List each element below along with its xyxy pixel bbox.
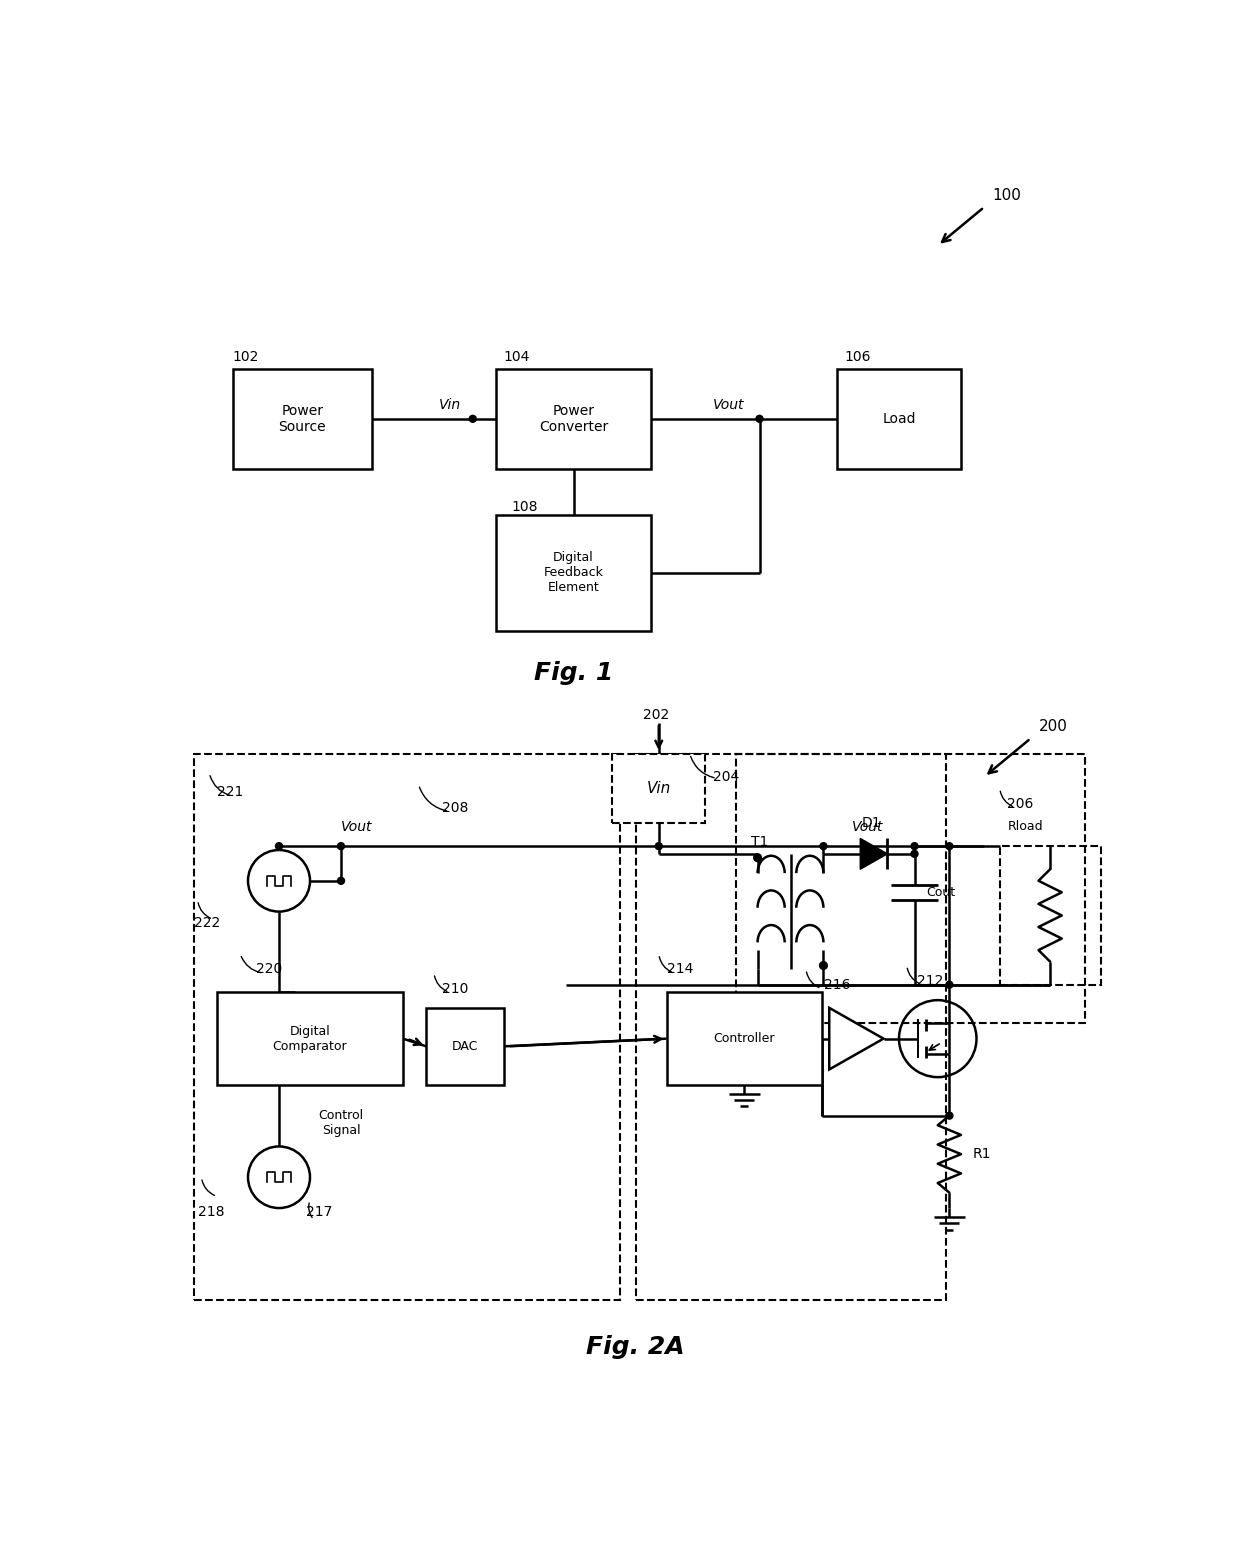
Circle shape <box>756 415 763 423</box>
Text: 218: 218 <box>197 1205 224 1219</box>
Text: 214: 214 <box>667 962 693 977</box>
Text: Digital
Comparator: Digital Comparator <box>273 1025 347 1053</box>
Text: Control
Signal: Control Signal <box>319 1110 363 1138</box>
Bar <box>837 369 961 470</box>
Text: Power
Converter: Power Converter <box>539 404 608 434</box>
Text: Vout: Vout <box>713 398 744 412</box>
Text: 216: 216 <box>823 978 851 992</box>
Text: Fig. 1: Fig. 1 <box>534 660 613 685</box>
Circle shape <box>820 842 827 850</box>
Text: Vout: Vout <box>852 820 884 834</box>
Text: R1: R1 <box>972 1147 991 1161</box>
Bar <box>193 754 620 1301</box>
Text: 206: 206 <box>1007 797 1034 811</box>
Text: 102: 102 <box>233 351 259 365</box>
Text: 208: 208 <box>441 801 469 815</box>
Polygon shape <box>830 1008 883 1069</box>
Bar <box>496 515 651 631</box>
Text: Power
Source: Power Source <box>279 404 326 434</box>
Text: Fig. 2A: Fig. 2A <box>587 1335 684 1358</box>
Text: 220: 220 <box>255 962 281 977</box>
Text: 108: 108 <box>511 501 538 515</box>
Circle shape <box>946 842 952 850</box>
Text: 222: 222 <box>193 916 219 930</box>
Circle shape <box>911 842 918 850</box>
Circle shape <box>275 842 283 850</box>
Polygon shape <box>861 839 888 869</box>
Bar <box>999 847 1101 984</box>
Text: 204: 204 <box>713 770 739 784</box>
Text: Controller: Controller <box>713 1033 775 1045</box>
Circle shape <box>337 878 345 884</box>
Bar <box>427 1008 503 1085</box>
Text: 104: 104 <box>503 351 531 365</box>
Text: T1: T1 <box>750 836 769 850</box>
Text: Digital
Feedback
Element: Digital Feedback Element <box>543 551 604 595</box>
Text: 200: 200 <box>1039 720 1068 734</box>
Circle shape <box>337 842 345 850</box>
Circle shape <box>469 415 476 423</box>
Text: Vin: Vin <box>439 398 460 412</box>
Text: Cout: Cout <box>926 886 955 898</box>
Circle shape <box>946 981 952 988</box>
Text: 212: 212 <box>916 973 944 988</box>
Text: 221: 221 <box>217 786 243 800</box>
Bar <box>613 754 706 823</box>
Text: Vin: Vin <box>646 781 671 797</box>
Text: Vout: Vout <box>341 820 372 834</box>
Circle shape <box>655 842 662 850</box>
Text: 202: 202 <box>644 709 670 723</box>
Bar <box>667 992 821 1085</box>
Text: 106: 106 <box>844 351 872 365</box>
Circle shape <box>946 1113 952 1119</box>
Circle shape <box>820 961 827 969</box>
Text: D1: D1 <box>862 815 882 829</box>
Text: 210: 210 <box>441 981 469 995</box>
Text: DAC: DAC <box>451 1039 479 1053</box>
Bar <box>635 754 945 1301</box>
Text: Load: Load <box>882 412 916 426</box>
Text: 100: 100 <box>992 188 1021 203</box>
Bar <box>737 754 1085 1024</box>
Bar <box>217 992 403 1085</box>
Bar <box>496 369 651 470</box>
Text: Rload: Rload <box>1007 820 1043 834</box>
Bar <box>233 369 372 470</box>
Text: 217: 217 <box>306 1205 332 1219</box>
Circle shape <box>911 850 918 858</box>
Circle shape <box>754 854 761 862</box>
